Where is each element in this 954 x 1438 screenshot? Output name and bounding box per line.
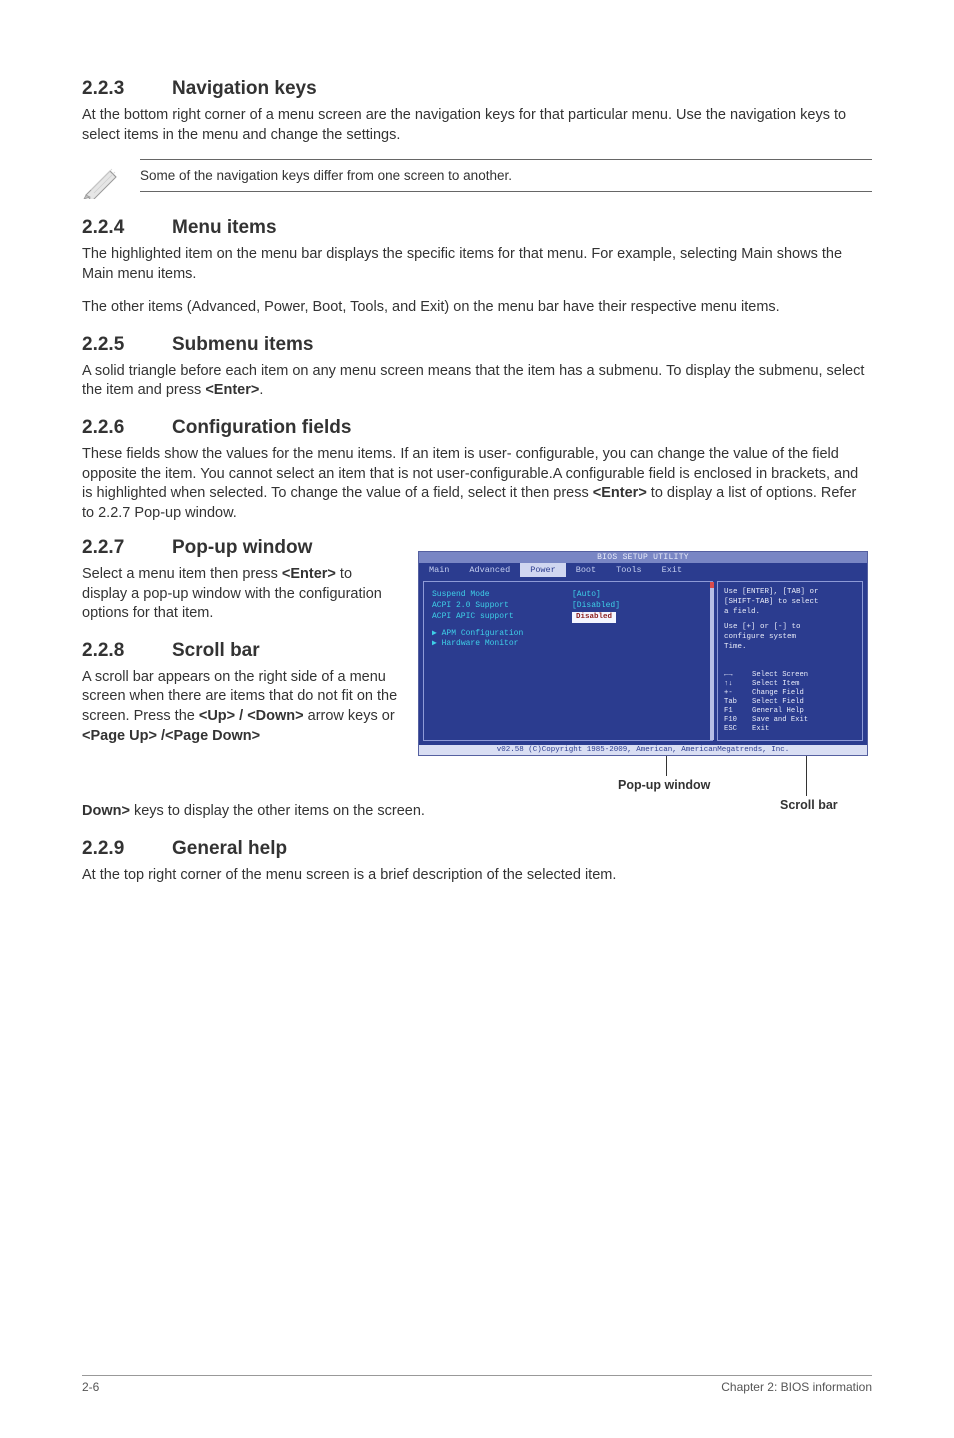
bios-help-line: Use [+] or [-] to: [724, 623, 856, 633]
bios-field-label: ACPI 2.0 Support: [432, 601, 572, 612]
triangle-icon: ▶: [432, 629, 442, 638]
text-bold: Down>: [82, 803, 130, 819]
heading-num: 2.2.9: [82, 838, 172, 860]
bios-tab: Main: [419, 563, 459, 577]
nav-key: Tab: [724, 698, 752, 707]
bios-help-line: a field.: [724, 608, 856, 618]
nav-key: F10: [724, 716, 752, 725]
chapter-label: Chapter 2: BIOS information: [721, 1380, 872, 1394]
para-224-1: The highlighted item on the menu bar dis…: [82, 245, 872, 284]
bios-field-label: ACPI APIC support: [432, 612, 572, 623]
page-footer: 2-6 Chapter 2: BIOS information: [82, 1375, 872, 1394]
bios-submenu-item: ▶ APM Configuration: [432, 629, 704, 640]
para-225-1: A solid triangle before each item on any…: [82, 362, 872, 401]
heading-229: 2.2.9General help: [82, 838, 872, 860]
callout-lines: Pop-up window Scroll bar: [418, 756, 868, 816]
heading-num: 2.2.4: [82, 217, 172, 239]
bios-submenu-item: ▶ Hardware Monitor: [432, 639, 704, 650]
heading-title: Navigation keys: [172, 78, 317, 99]
heading-223: 2.2.3Navigation keys: [82, 78, 872, 100]
para-228-1: A scroll bar appears on the right side o…: [82, 668, 400, 746]
heading-title: Scroll bar: [172, 640, 260, 661]
heading-num: 2.2.6: [82, 417, 172, 439]
text-bold: <Up> / <Down>: [199, 708, 304, 724]
nav-text: Save and Exit: [752, 716, 808, 725]
bios-field-value: [Auto]: [572, 590, 601, 601]
bios-help-line: Use [ENTER], [TAB] or: [724, 588, 856, 598]
heading-225: 2.2.5Submenu items: [82, 334, 872, 356]
nav-text: Select Screen: [752, 671, 808, 680]
bios-help-line: [SHIFT-TAB] to select: [724, 598, 856, 608]
text-bold: <Enter>: [593, 485, 647, 501]
bios-submenu-label: Hardware Monitor: [442, 639, 519, 648]
heading-227: 2.2.7Pop-up window: [82, 537, 400, 559]
bios-tab: Advanced: [459, 563, 520, 577]
nav-key: +-: [724, 689, 752, 698]
nav-key: ←→: [724, 671, 752, 680]
note-row: Some of the navigation keys differ from …: [82, 159, 872, 199]
bios-submenu-label: APM Configuration: [442, 629, 524, 638]
nav-text: General Help: [752, 707, 804, 716]
nav-key: ESC: [724, 725, 752, 734]
heading-num: 2.2.8: [82, 640, 172, 662]
bios-left-panel: Suspend Mode [Auto] ACPI 2.0 Support [Di…: [423, 581, 713, 741]
bios-field-label: Suspend Mode: [432, 590, 572, 601]
pencil-icon: [82, 159, 140, 199]
heading-num: 2.2.7: [82, 537, 172, 559]
callout-popup: Pop-up window: [618, 778, 710, 792]
heading-228: 2.2.8Scroll bar: [82, 640, 400, 662]
bios-title: BIOS SETUP UTILITY: [419, 552, 867, 563]
bios-help-line: configure system: [724, 633, 856, 643]
text: arrow keys or: [304, 708, 395, 724]
bios-screenshot: BIOS SETUP UTILITY Main Advanced Power B…: [418, 551, 868, 756]
text-bold: <Enter>: [205, 382, 259, 398]
text: .: [259, 382, 263, 398]
bios-field-value: [Disabled]: [572, 601, 620, 612]
heading-title: Submenu items: [172, 334, 313, 355]
heading-title: Menu items: [172, 217, 277, 238]
bios-nav-keys: ←→Select Screen ↑↓Select Item +-Change F…: [724, 671, 856, 734]
callout-scrollbar: Scroll bar: [780, 798, 838, 812]
heading-num: 2.2.3: [82, 78, 172, 100]
page-number: 2-6: [82, 1380, 99, 1394]
text: Select a menu item then press: [82, 566, 282, 582]
para-223-1: At the bottom right corner of a menu scr…: [82, 106, 872, 145]
para-227-1: Select a menu item then press <Enter> to…: [82, 565, 400, 624]
bios-right-panel: Use [ENTER], [TAB] or [SHIFT-TAB] to sel…: [717, 581, 863, 741]
bios-tab-selected: Power: [520, 563, 566, 577]
nav-key: ↑↓: [724, 680, 752, 689]
triangle-icon: ▶: [432, 639, 442, 648]
heading-title: General help: [172, 838, 287, 859]
bios-popup-selected: Disabled: [572, 612, 616, 623]
bios-field-row: Suspend Mode [Auto]: [432, 590, 704, 601]
bios-field-row: ACPI APIC support Disabled: [432, 612, 704, 623]
text: keys to display the other items on the s…: [130, 803, 425, 819]
nav-text: Select Field: [752, 698, 804, 707]
heading-224: 2.2.4Menu items: [82, 217, 872, 239]
heading-title: Pop-up window: [172, 537, 312, 558]
bios-footer: v02.58 (C)Copyright 1985-2009, American,…: [419, 745, 867, 755]
text-bold: <Page Up> /<Page Down>: [82, 728, 260, 744]
text-bold: <Enter>: [282, 566, 336, 582]
para-224-2: The other items (Advanced, Power, Boot, …: [82, 298, 872, 318]
para-229-1: At the top right corner of the menu scre…: [82, 866, 872, 886]
bios-scrollbar: [710, 582, 714, 740]
bios-tab: Boot: [566, 563, 606, 577]
heading-title: Configuration fields: [172, 417, 351, 438]
nav-text: Change Field: [752, 689, 804, 698]
bios-menubar: Main Advanced Power Boot Tools Exit: [419, 563, 867, 577]
heading-num: 2.2.5: [82, 334, 172, 356]
bios-tab: Tools: [606, 563, 652, 577]
bios-field-row: ACPI 2.0 Support [Disabled]: [432, 601, 704, 612]
nav-text: Select Item: [752, 680, 799, 689]
para-226-1: These fields show the values for the men…: [82, 445, 872, 523]
nav-key: F1: [724, 707, 752, 716]
note-text: Some of the navigation keys differ from …: [140, 159, 872, 192]
bios-tab: Exit: [652, 563, 692, 577]
nav-text: Exit: [752, 725, 769, 734]
bios-help-line: Time.: [724, 643, 856, 653]
bios-body: Suspend Mode [Auto] ACPI 2.0 Support [Di…: [419, 577, 867, 745]
heading-226: 2.2.6Configuration fields: [82, 417, 872, 439]
text: A solid triangle before each item on any…: [82, 363, 864, 399]
